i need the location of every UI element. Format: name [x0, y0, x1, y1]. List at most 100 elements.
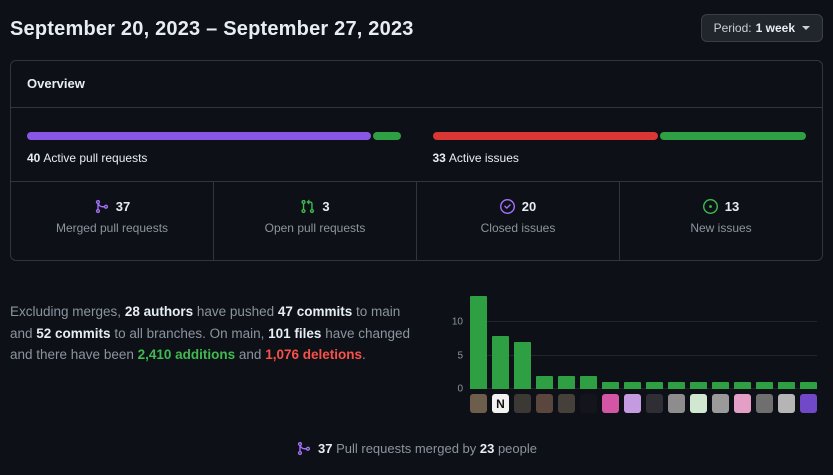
overview-card-header: Overview	[11, 61, 822, 108]
author-avatar[interactable]	[690, 394, 707, 413]
commit-count-bar	[734, 382, 751, 389]
period-label: Period:	[713, 21, 752, 35]
text-segment: 23	[479, 441, 495, 456]
text-segment: 2,410 additions	[137, 347, 236, 362]
stat-label: New issues	[690, 221, 752, 235]
gridline	[470, 388, 817, 389]
author-avatar[interactable]	[580, 394, 597, 413]
author-avatar[interactable]	[800, 394, 817, 413]
active-issues-block: 33 Active issues	[417, 132, 823, 165]
active-pull-requests-label: 40 Active pull requests	[27, 151, 401, 165]
author-avatar[interactable]	[514, 394, 531, 413]
pulse-page: September 20, 2023 – September 27, 2023 …	[10, 14, 823, 456]
stat-label: Closed issues	[480, 221, 556, 235]
chevron-down-icon	[802, 26, 810, 30]
page-header: September 20, 2023 – September 27, 2023 …	[10, 14, 823, 42]
open-pull-requests-segment	[372, 132, 401, 140]
commit-count-bar	[712, 382, 729, 389]
author-avatar[interactable]	[778, 394, 795, 413]
stat-count: 37	[115, 199, 131, 214]
summary-section: Excluding merges, 28 authors have pushed…	[10, 285, 823, 413]
overview-card: Overview 40 Active pull requests 33 Active	[10, 60, 823, 261]
text-segment: people	[494, 441, 537, 456]
text-segment: have pushed	[193, 304, 278, 319]
commit-count-bar	[778, 382, 795, 389]
chart-author-avatars: N	[470, 394, 817, 413]
commit-count-bar	[800, 382, 817, 389]
stats-row: 37 Merged pull requests 3 Open pull request…	[11, 181, 822, 260]
commits-per-author-chart: 0 5 10 N	[444, 285, 817, 413]
closed-issues-segment	[432, 132, 658, 140]
issues-progress-bar	[432, 132, 806, 140]
issue-closed-icon	[499, 199, 515, 214]
author-avatar[interactable]	[646, 394, 663, 413]
chart-plot-area: 0 5 10	[452, 289, 817, 395]
commit-count-bar	[624, 382, 641, 389]
issue-opened-icon	[702, 199, 718, 214]
text-segment: to main and	[10, 304, 401, 341]
author-avatar[interactable]	[536, 394, 553, 413]
text-segment: Excluding merges,	[10, 304, 125, 319]
author-avatar[interactable]: N	[492, 394, 509, 413]
stat-merged-pull-requests[interactable]: 37 Merged pull requests	[11, 182, 213, 260]
text-segment: and	[235, 347, 266, 362]
commit-count-bar	[492, 335, 509, 389]
text-segment: Pull requests merged by	[332, 441, 480, 456]
stat-count: 13	[724, 199, 740, 214]
commit-count-bar	[536, 375, 553, 389]
date-range-title: September 20, 2023 – September 27, 2023	[10, 18, 414, 40]
text-segment: to all branches. On main,	[110, 325, 269, 341]
pull-requests-progress-bar	[27, 132, 401, 140]
merged-by-text: 37 Pull requests merged by 23 people	[318, 441, 537, 456]
y-axis-tick-label: 10	[451, 316, 463, 328]
new-issues-segment	[659, 132, 806, 140]
gridline	[470, 354, 817, 356]
commit-count-bar	[514, 342, 531, 389]
overview-title: Overview	[27, 76, 85, 91]
stat-closed-issues[interactable]: 20 Closed issues	[416, 182, 619, 260]
stat-count: 20	[521, 199, 537, 214]
git-merge-icon	[94, 199, 109, 214]
text-segment: 47 commits	[277, 304, 353, 319]
author-avatar[interactable]	[756, 394, 773, 413]
commit-count-bar	[690, 382, 707, 389]
active-issues-label: 33 Active issues	[433, 151, 807, 165]
commit-count-bar	[558, 375, 575, 389]
text-segment: 101 files	[268, 325, 322, 341]
stat-top: 20	[417, 199, 619, 214]
author-avatar[interactable]	[602, 394, 619, 413]
stat-label: Merged pull requests	[55, 221, 169, 235]
author-avatar[interactable]	[668, 394, 685, 413]
text-segment: 1,076 deletions	[265, 347, 362, 362]
period-dropdown-button[interactable]: Period: 1 week	[700, 14, 823, 42]
author-avatar[interactable]	[470, 394, 487, 413]
author-avatar[interactable]	[558, 394, 575, 413]
author-avatar[interactable]	[712, 394, 729, 413]
activity-bars-row: 40 Active pull requests 33 Active issues	[11, 108, 822, 181]
stat-label: Open pull requests	[264, 221, 366, 235]
merged-pull-requests-segment	[27, 132, 371, 140]
commit-count-bar	[646, 382, 663, 389]
author-avatar[interactable]	[734, 394, 751, 413]
commit-count-bar	[470, 295, 487, 389]
stat-top: 37	[11, 199, 213, 214]
commit-count-bar	[668, 382, 685, 389]
summary-text: Excluding merges, 28 authors have pushed…	[10, 285, 418, 413]
text-segment: 28 authors	[124, 304, 194, 319]
git-pull-request-icon	[300, 199, 315, 214]
author-avatar[interactable]	[624, 394, 641, 413]
commit-count-bar	[602, 382, 619, 389]
active-pull-requests-count: 40	[27, 151, 41, 165]
stat-count: 3	[322, 199, 330, 214]
y-axis-tick-label: 5	[457, 350, 463, 362]
text-segment: .	[361, 347, 366, 362]
active-issues-count: 33	[432, 151, 446, 165]
active-pull-requests-text: Active pull requests	[43, 151, 148, 165]
active-pull-requests-block: 40 Active pull requests	[11, 132, 417, 165]
stat-open-pull-requests[interactable]: 3 Open pull requests	[213, 182, 416, 260]
stat-top: 13	[620, 199, 822, 214]
stat-new-issues[interactable]: 13 New issues	[619, 182, 822, 260]
gridline	[470, 321, 817, 323]
git-merge-icon	[296, 441, 311, 456]
y-axis-tick-label: 0	[457, 383, 463, 395]
